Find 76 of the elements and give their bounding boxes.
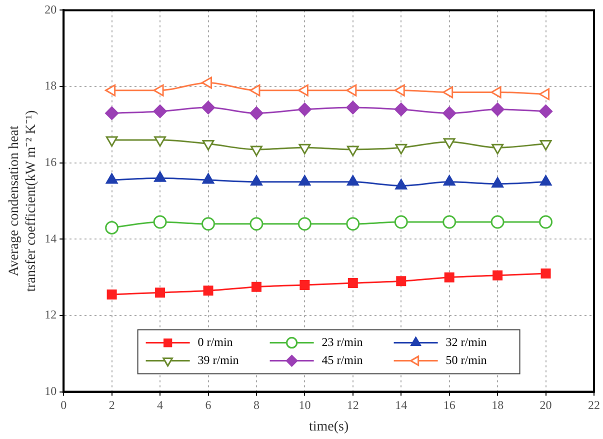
legend-label: 39 r/min xyxy=(198,352,239,367)
point xyxy=(202,100,216,114)
x-tick-label: 12 xyxy=(346,398,359,412)
point xyxy=(153,104,167,118)
y-tick-label: 18 xyxy=(44,78,57,93)
point xyxy=(346,175,359,186)
point xyxy=(346,84,357,96)
x-tick-label: 0 xyxy=(60,398,67,412)
point xyxy=(490,86,502,98)
x-tick-label: 8 xyxy=(253,398,260,412)
point xyxy=(442,106,456,120)
point xyxy=(539,215,553,229)
point xyxy=(394,215,408,229)
legend-label: 45 r/min xyxy=(322,352,363,367)
y-tick-label: 10 xyxy=(44,384,57,398)
legend-label: 0 r/min xyxy=(198,334,233,349)
point xyxy=(250,106,264,120)
legend-label: 32 r/min xyxy=(446,334,487,349)
point xyxy=(298,175,311,186)
point xyxy=(442,215,456,229)
y-tick-label: 14 xyxy=(44,231,57,246)
point xyxy=(394,102,408,116)
point xyxy=(396,276,406,286)
point xyxy=(153,84,164,96)
point xyxy=(540,175,552,186)
point xyxy=(203,286,214,296)
point xyxy=(492,177,504,188)
point xyxy=(346,217,360,231)
point xyxy=(250,84,260,96)
point xyxy=(444,272,454,282)
point xyxy=(298,102,312,116)
y-axis-title: Average condensation heat transfer coefficient(kW m⁻² K⁻¹) xyxy=(7,110,39,292)
x-tick-label: 2 xyxy=(108,398,115,412)
point xyxy=(539,88,550,100)
x-tick-label: 14 xyxy=(395,398,408,412)
point xyxy=(540,268,551,278)
point xyxy=(298,217,312,231)
point xyxy=(155,288,166,298)
point xyxy=(443,175,456,186)
point xyxy=(251,282,262,292)
point xyxy=(105,84,116,96)
y-tick-label: 20 xyxy=(44,2,57,16)
point xyxy=(394,84,405,96)
point xyxy=(492,270,503,280)
x-tick-label: 18 xyxy=(492,398,504,412)
x-tick-label: 10 xyxy=(298,398,311,412)
legend-label: 50 r/min xyxy=(446,352,487,367)
x-tick-label: 4 xyxy=(157,398,164,412)
point xyxy=(348,278,358,288)
x-tick-label: 20 xyxy=(540,398,552,412)
point xyxy=(105,106,119,120)
point xyxy=(202,217,216,231)
point xyxy=(490,215,504,229)
x-tick-label: 22 xyxy=(588,398,600,412)
legend-label: 23 r/min xyxy=(322,334,363,349)
x-tick-label: 16 xyxy=(443,398,456,412)
point xyxy=(202,173,214,184)
x-axis-title: time(s) xyxy=(308,419,349,434)
point xyxy=(300,280,310,290)
point xyxy=(202,76,212,89)
point xyxy=(539,104,553,118)
point xyxy=(346,100,360,114)
point xyxy=(154,171,166,182)
point xyxy=(490,102,504,116)
point xyxy=(106,290,117,300)
point xyxy=(298,84,308,96)
point xyxy=(395,178,408,190)
point xyxy=(442,86,454,98)
point xyxy=(106,173,118,184)
point xyxy=(105,220,119,234)
point xyxy=(250,175,262,186)
x-tick-label: 6 xyxy=(205,398,212,412)
point xyxy=(153,215,167,229)
y-tick-label: 12 xyxy=(44,308,57,322)
y-tick-label: 16 xyxy=(44,154,57,169)
point xyxy=(250,217,264,231)
